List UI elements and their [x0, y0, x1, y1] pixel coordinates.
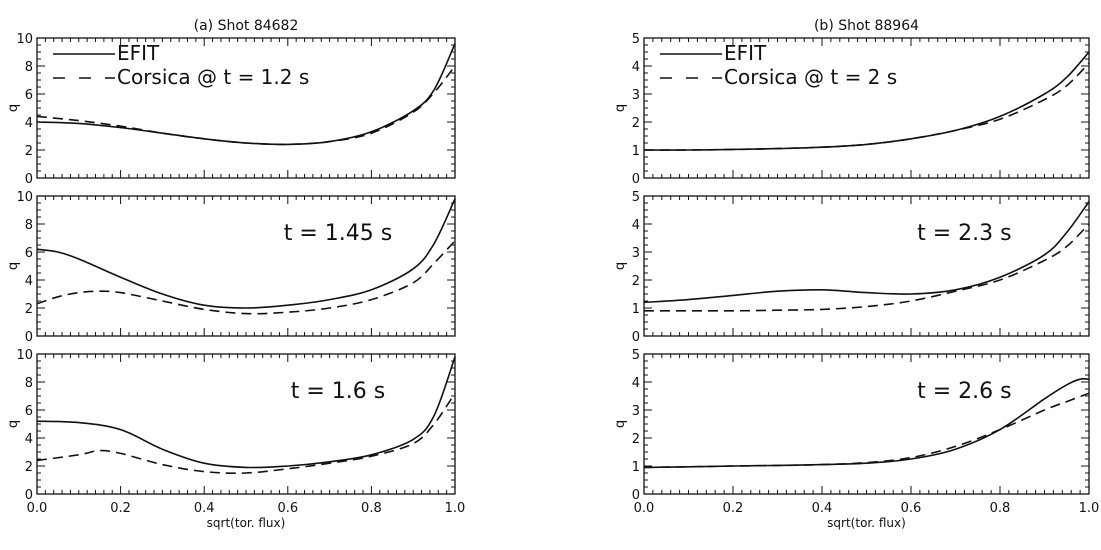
x-tick-label: 0.4 [812, 501, 833, 516]
x-tick-label: 0.0 [27, 501, 48, 516]
y-tick-label: 4 [632, 218, 640, 233]
series-line-corsica [644, 223, 1090, 312]
y-tick-label: 4 [25, 274, 33, 289]
y-axis-label: q [6, 104, 21, 112]
y-tick-label: 0 [632, 172, 640, 187]
y-tick-label: 2 [632, 116, 640, 131]
y-axis-label: q [6, 420, 21, 428]
series-line-corsica [36, 65, 456, 146]
y-tick-label: 2 [632, 274, 640, 289]
y-tick-label: 0 [25, 172, 33, 187]
y-tick-label: 0 [632, 488, 640, 503]
time-annotation: t = 1.6 s [291, 379, 386, 404]
y-tick-label: 4 [632, 60, 640, 75]
x-axis-label: sqrt(tor. flux) [207, 516, 286, 530]
y-tick-label: 4 [632, 376, 640, 391]
y-tick-label: 2 [25, 460, 33, 475]
legend-label: Corsica @ t = 2 s [724, 65, 897, 89]
y-tick-label: 4 [25, 432, 33, 447]
x-tick-label: 0.8 [361, 501, 382, 516]
time-annotation: t = 1.45 s [284, 221, 393, 246]
x-tick-label: 0.4 [194, 501, 215, 516]
y-tick-label: 3 [632, 88, 640, 103]
x-axis-label: sqrt(tor. flux) [827, 516, 906, 530]
y-tick-label: 6 [25, 404, 33, 419]
y-tick-label: 0 [25, 488, 33, 503]
x-tick-label: 0.6 [277, 501, 298, 516]
y-tick-label: 1 [632, 460, 640, 475]
series-line-corsica [36, 392, 456, 474]
y-tick-label: 1 [632, 144, 640, 159]
series-line-efit [643, 378, 1090, 469]
y-tick-label: 2 [25, 302, 33, 317]
x-tick-label: 0.2 [110, 501, 131, 516]
x-tick-label: 0.0 [634, 501, 655, 516]
y-tick-label: 1 [632, 302, 640, 317]
y-tick-label: 5 [632, 190, 640, 205]
y-axis-label: q [6, 262, 21, 270]
plot-frame [643, 195, 1090, 337]
panel-b-3: 0 1 2 3 4 5 0.0 0.2 0.4 0.6 0.8 1.0 q sqrt(tor. flux)… [613, 348, 1099, 530]
legend-label: EFIT [724, 41, 767, 65]
panel-a-3: 0 2 4 6 8 10 0.0 0.2 0.4 0.6 0.8 1.0 q sqrt(tor. flux… [6, 348, 465, 530]
plot-frame [36, 195, 456, 337]
legend-label: Corsica @ t = 1.2 s [117, 65, 309, 89]
series-line-corsica [36, 240, 456, 315]
panel-b-2: 0 1 2 3 4 5 q t = 2.3 s [613, 190, 1090, 345]
column-title: (b) Shot 88964 [814, 18, 919, 34]
y-tick-label: 2 [632, 432, 640, 447]
time-annotation: t = 2.6 s [917, 379, 1012, 404]
series-line-efit [643, 201, 1090, 304]
series-line-efit [36, 198, 456, 309]
x-tick-label: 1.0 [1079, 501, 1100, 516]
x-tick-label: 0.2 [723, 501, 744, 516]
y-tick-label: 5 [632, 348, 640, 363]
y-tick-label: 8 [25, 60, 33, 75]
y-axis-label: q [613, 104, 628, 112]
series-line-efit [36, 356, 456, 469]
y-tick-label: 8 [25, 376, 33, 391]
plot-frame [643, 37, 1090, 179]
y-tick-label: 10 [16, 190, 33, 205]
series-line-efit [36, 43, 456, 146]
series-line-corsica [643, 392, 1090, 469]
plot-frame [643, 353, 1090, 495]
y-tick-label: 3 [632, 246, 640, 261]
x-tick-label: 0.8 [990, 501, 1011, 516]
panel-a-2: 0 2 4 6 8 10 q t = 1.45 s [6, 190, 456, 345]
y-tick-label: 8 [25, 218, 33, 233]
y-tick-label: 3 [632, 404, 640, 419]
y-tick-label: 6 [25, 246, 33, 261]
y-tick-label: 10 [16, 32, 33, 47]
plot-frame [36, 37, 456, 179]
y-tick-label: 10 [16, 348, 33, 363]
y-tick-label: 5 [632, 32, 640, 47]
x-tick-label: 1.0 [445, 501, 466, 516]
x-tick-label: 0.6 [901, 501, 922, 516]
column-title: (a) Shot 84682 [194, 18, 299, 34]
series-line-corsica [643, 62, 1090, 151]
time-annotation: t = 2.3 s [917, 221, 1012, 246]
y-tick-label: 0 [632, 330, 640, 345]
legend-label: EFIT [117, 41, 160, 65]
y-tick-label: 4 [25, 116, 33, 131]
y-axis-label: q [613, 420, 628, 428]
y-tick-label: 2 [25, 144, 33, 159]
y-tick-label: 0 [25, 330, 33, 345]
y-axis-label: q [613, 262, 628, 270]
y-tick-label: 6 [25, 88, 33, 103]
